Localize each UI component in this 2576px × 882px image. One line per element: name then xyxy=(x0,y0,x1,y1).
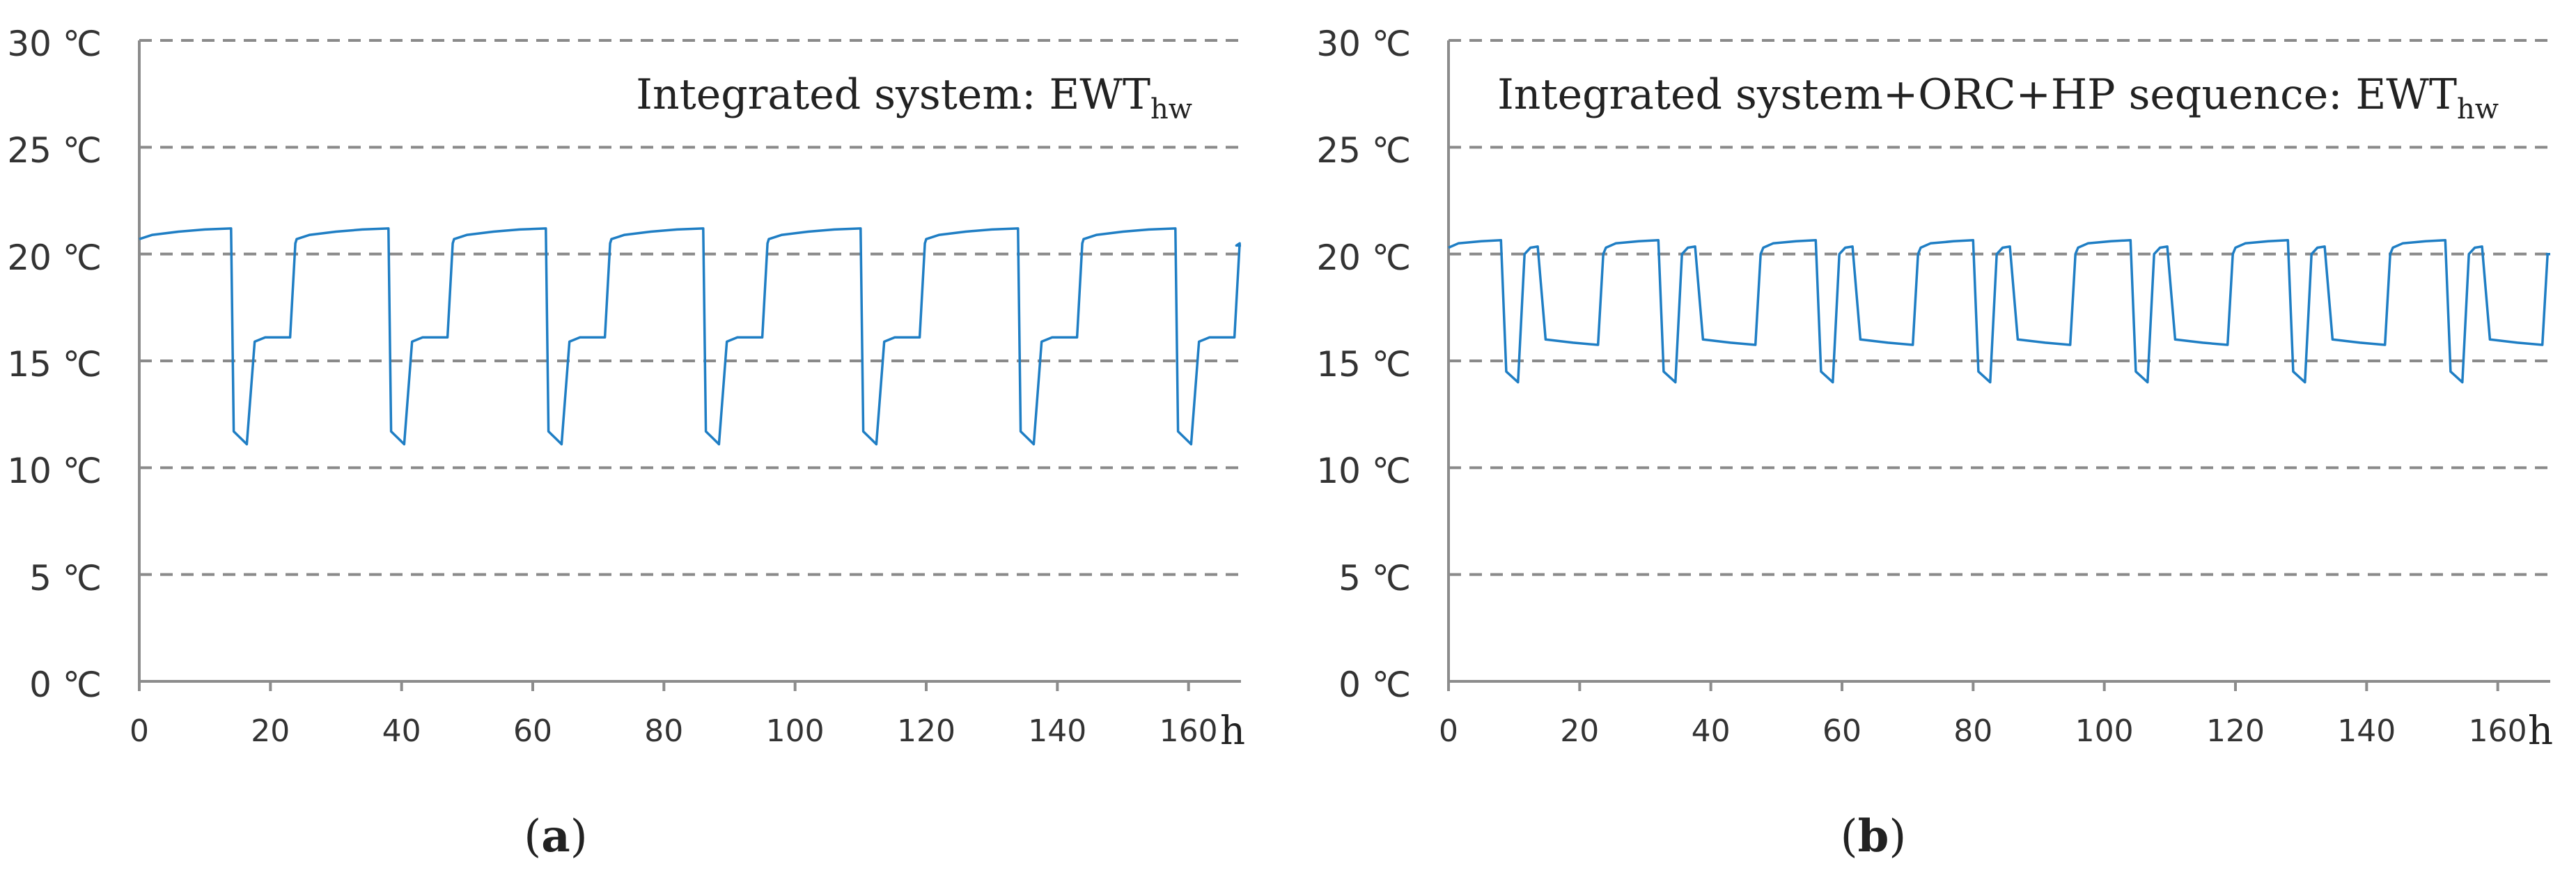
chart-a-xtick-label: 60 xyxy=(513,713,552,749)
chart-a-ytick-label: 30 ℃ xyxy=(7,24,102,64)
chart-a-xtick-label: 80 xyxy=(644,713,683,749)
chart-a-ytick-label: 0 ℃ xyxy=(29,665,102,705)
chart-a-xtick-label: 40 xyxy=(382,713,421,749)
chart-b-x-axis-label: h xyxy=(2528,709,2553,754)
chart-b: 0 ℃ 5 ℃ 10 ℃ 15 ℃ 20 ℃ 25 ℃ 30 ℃ 0 20 40… xyxy=(1316,24,2553,862)
chart-b-xtick-label: 20 xyxy=(1560,713,1599,749)
chart-b-panel-letter: b xyxy=(1858,810,1889,862)
chart-a-xtick-label: 140 xyxy=(1028,713,1086,749)
chart-a-ytick-label: 25 ℃ xyxy=(7,130,102,171)
chart-a-ytick-label: 10 ℃ xyxy=(7,451,102,491)
chart-a-y-ticks: 0 ℃ 5 ℃ 10 ℃ 15 ℃ 20 ℃ 25 ℃ 30 ℃ xyxy=(7,24,102,705)
chart-a-panel-label-close: ) xyxy=(570,811,588,862)
chart-b-ytick-label: 15 ℃ xyxy=(1316,344,1411,385)
chart-a-x-ticks xyxy=(138,681,1190,691)
chart-a-ytick-label: 5 ℃ xyxy=(29,558,102,598)
chart-b-x-ticks xyxy=(1447,681,2499,691)
chart-b-x-tick-labels: 0 20 40 60 80 100 120 140 160 xyxy=(1439,713,2527,749)
chart-b-xtick-label: 40 xyxy=(1692,713,1731,749)
chart-a-xtick-label: 20 xyxy=(251,713,290,749)
chart-a-panel-label: (a) xyxy=(524,810,587,862)
chart-a-x-tick-labels: 0 20 40 60 80 100 120 140 160 xyxy=(130,713,1218,749)
chart-b-panel-label-open: ( xyxy=(1841,811,1858,862)
chart-b-xtick-label: 140 xyxy=(2337,713,2396,749)
chart-a-panel-letter: a xyxy=(541,810,570,862)
chart-b-ytick-label: 20 ℃ xyxy=(1316,238,1411,278)
chart-b-xtick-label: 120 xyxy=(2206,713,2265,749)
chart-a-x-axis-label: h xyxy=(1220,709,1245,754)
chart-b-title: Integrated system+ORC+HP sequence: EWThw xyxy=(1497,70,2499,125)
chart-a-ytick-label: 15 ℃ xyxy=(7,344,102,385)
chart-b-xtick-label: 160 xyxy=(2469,713,2527,749)
chart-b-xtick-label: 100 xyxy=(2075,713,2134,749)
chart-b-ytick-label: 25 ℃ xyxy=(1316,130,1411,171)
chart-b-panel-label: (b) xyxy=(1841,810,1907,862)
chart-b-gridlines xyxy=(1449,39,2550,576)
chart-b-ytick-label: 10 ℃ xyxy=(1316,451,1411,491)
chart-b-title-subscript: hw xyxy=(2457,93,2499,125)
chart-a-xtick-label: 120 xyxy=(897,713,955,749)
chart-a-xtick-label: 160 xyxy=(1160,713,1218,749)
chart-a-xtick-label: 100 xyxy=(766,713,825,749)
chart-a-series-line xyxy=(139,227,1241,446)
chart-b-y-ticks: 0 ℃ 5 ℃ 10 ℃ 15 ℃ 20 ℃ 25 ℃ 30 ℃ xyxy=(1316,24,1411,705)
chart-b-xtick-label: 80 xyxy=(1953,713,1992,749)
chart-b-title-main: Integrated system+ORC+HP sequence: EWT xyxy=(1497,70,2457,119)
chart-b-xtick-label: 60 xyxy=(1822,713,1861,749)
chart-a-ytick-label: 20 ℃ xyxy=(7,238,102,278)
chart-a: 0 ℃ 5 ℃ 10 ℃ 15 ℃ 20 ℃ 25 ℃ 30 ℃ 0 20 40… xyxy=(7,24,1245,862)
chart-b-ytick-label: 5 ℃ xyxy=(1338,558,1411,598)
chart-a-gridlines xyxy=(139,39,1241,576)
chart-b-ytick-label: 30 ℃ xyxy=(1316,24,1411,64)
chart-a-panel-label-open: ( xyxy=(524,811,541,862)
chart-b-series-line xyxy=(1448,238,2550,384)
chart-a-xtick-label: 0 xyxy=(130,713,149,749)
chart-a-title: Integrated system: EWThw xyxy=(636,70,1192,125)
chart-b-xtick-label: 0 xyxy=(1439,713,1458,749)
chart-b-panel-label-close: ) xyxy=(1889,811,1906,862)
chart-a-title-subscript: hw xyxy=(1150,93,1192,125)
chart-b-ytick-label: 0 ℃ xyxy=(1338,665,1411,705)
chart-a-title-main: Integrated system: EWT xyxy=(636,70,1150,119)
